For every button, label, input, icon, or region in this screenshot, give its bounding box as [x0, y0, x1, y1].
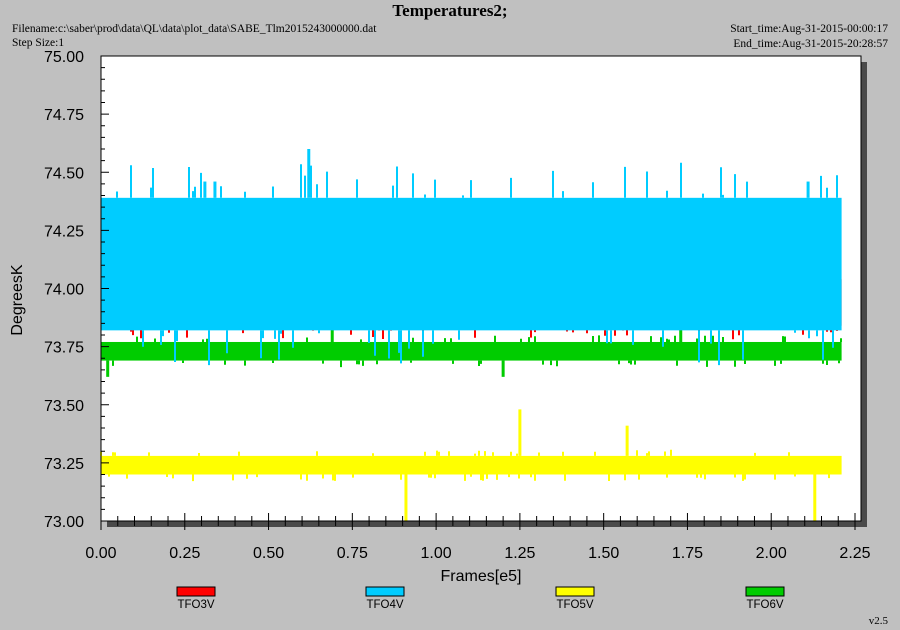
series-noise-tfo6v	[112, 335, 842, 368]
x-tick-label: 0.00	[85, 545, 116, 562]
series-band-tfo4v	[101, 197, 842, 331]
x-tick-label: 0.25	[169, 545, 200, 562]
y-tick-label: 74.75	[44, 107, 84, 124]
legend-swatch-tfo6v	[745, 586, 785, 597]
series-tfo4v	[101, 149, 842, 366]
end-time-label: End_time:Aug-31-2015-20:28:57	[733, 38, 888, 50]
start-time-label: Start_time:Aug-31-2015-00:00:17	[730, 23, 888, 35]
x-tick-label: 2.25	[839, 545, 870, 562]
y-tick-label: 74.50	[44, 165, 84, 182]
x-tick-label: 2.00	[756, 545, 787, 562]
y-tick-label: 73.75	[44, 340, 84, 357]
x-tick-label: 1.75	[672, 545, 703, 562]
legend-label-tfo6v: TFO6V	[746, 599, 784, 611]
y-tick-label: 73.25	[44, 456, 84, 473]
y-axis-label: DegreesK	[9, 264, 26, 335]
chart-title: Temperatures2;	[392, 1, 508, 20]
y-tick-label: 73.00	[44, 514, 84, 531]
filename-label: Filename:c:\saber\prod\data\QL\data\plot…	[12, 23, 377, 35]
version-label: v2.5	[868, 615, 888, 627]
legend-label-tfo3v: TFO3V	[177, 599, 215, 611]
legend-swatch-tfo3v	[176, 586, 216, 597]
x-tick-label: 1.25	[504, 545, 535, 562]
step-size-label: Step Size:1	[12, 37, 65, 49]
y-tick-label: 75.00	[44, 49, 84, 66]
legend-label-tfo5v: TFO5V	[556, 599, 594, 611]
x-tick-label: 1.00	[421, 545, 452, 562]
series-band-tfo5v	[101, 455, 842, 475]
x-tick-label: 0.50	[253, 545, 284, 562]
legend-swatch-tfo4v	[365, 586, 405, 597]
legend-swatch-tfo5v	[555, 586, 595, 597]
y-tick-label: 74.00	[44, 282, 84, 299]
x-tick-label: 0.75	[337, 545, 368, 562]
x-tick-label: 1.50	[588, 545, 619, 562]
series-noise-tfo4v	[116, 162, 838, 366]
x-axis-label: Frames[e5]	[441, 568, 522, 585]
y-tick-label: 73.50	[44, 398, 84, 415]
series-band-tfo6v	[101, 341, 842, 361]
legend-label-tfo4v: TFO4V	[366, 599, 404, 611]
y-tick-label: 74.25	[44, 223, 84, 240]
